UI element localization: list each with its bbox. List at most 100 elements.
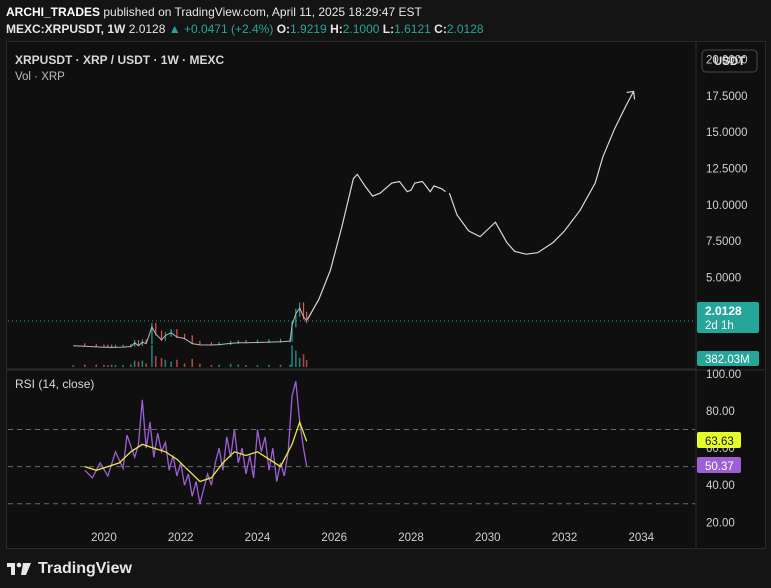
close-label: C: [434,22,447,36]
time-tick-label: 2022 [168,532,194,544]
time-tick-label: 2026 [321,532,347,544]
price-axis: 2.50005.00007.500010.000012.500015.00001… [706,54,748,320]
volume-bar [229,363,232,367]
chart-frame [6,41,766,549]
published-text: published on TradingView.com, April 11, … [103,5,422,19]
rsi-levels [8,429,695,505]
volume-bar [210,365,213,367]
close-value: 2.0128 [446,22,484,36]
volume-bar [83,364,86,367]
price-badge-value: 2.0128 [705,304,742,318]
volume-bar [289,364,291,367]
price-badge-bg [697,302,759,333]
author-name[interactable]: ARCHI_TRADES [6,5,101,19]
price-history-line [73,306,308,349]
rsi-ma-badge: 63.63 [697,432,741,448]
volume-bar [103,364,105,367]
chart-header: ARCHI_TRADES published on TradingView.co… [6,4,484,38]
volume-bar [256,365,259,367]
rsi-badge-value: 50.37 [705,461,734,473]
volume-badge: 382.03M [697,351,759,366]
low-label: L: [382,22,395,36]
rsi-tick-label: 100.00 [706,369,741,381]
rsi-ma-badge-value: 63.63 [705,436,734,448]
currency-button-box[interactable] [701,49,758,73]
time-tick-label: 2024 [245,532,271,544]
volume-bar [114,364,117,367]
volume-bar [268,364,270,367]
volume-badge-bg [697,351,759,366]
volume-legend: Vol · XRP [15,71,65,83]
rsi-tick-label: 20.00 [706,517,735,529]
volume-bar [295,350,297,367]
rsi-ma-line [84,420,308,483]
volume-bar [130,364,132,367]
volume-bar [183,363,186,367]
volume-bar [279,364,282,367]
currency-button-label[interactable]: USDT [714,56,745,68]
price-candles [84,302,308,348]
volume-bar [110,364,113,367]
footer-brand[interactable]: TradingView [38,560,132,577]
currency-button[interactable]: USDT [701,49,758,73]
volume-bar [106,365,109,367]
tradingview-logo-icon[interactable] [6,561,32,577]
high-value: 2.1000 [342,22,380,36]
volume-bar [164,359,167,367]
volume-bar [95,364,98,367]
volume-bar [133,360,136,367]
volume-bar [145,363,147,367]
symbol-label: MEXC:XRPUSDT, 1W [6,22,126,36]
volume-bar [151,345,153,367]
price-tick-label: 7.5000 [706,236,741,248]
price-change: ▲ +0.0471 (+2.4%) [168,22,274,36]
volume-bar [291,345,293,367]
ohlc-line: MEXC:XRPUSDT, 1W 2.0128 ▲ +0.0471 (+2.4%… [6,21,484,38]
low-value: 1.6121 [394,22,431,36]
volume-bar [154,356,157,367]
volume-bar [305,359,308,367]
volume-bar [176,359,178,367]
time-axis: 2020 2022 2024 2026 2028 2030 2032 2034 [91,532,655,544]
high-label: H: [330,22,343,36]
projection-drawing[interactable] [306,90,636,320]
rsi-tick-label: 40.00 [706,480,735,492]
rsi-ma-badge-bg [697,432,741,448]
time-tick-label: 2034 [628,532,654,544]
footer: TradingView [6,560,132,578]
price-badge-countdown: 2d 1h [705,320,734,332]
volume-bar [218,364,220,367]
volume-bar [141,360,144,367]
price-tick-label: 15.0000 [706,127,748,139]
rsi-series [84,381,308,504]
volume-bar [170,361,172,367]
rsi-pane-title: RSI (14, close) [15,377,94,391]
volume-badge-value: 382.03M [705,354,750,366]
volume-bar [191,358,194,367]
volume-bar [137,361,140,367]
projection-path[interactable] [448,91,635,255]
volume-bar [245,365,247,367]
volume-bars [72,345,308,367]
volume-bar [298,357,301,367]
time-tick-label: 2028 [398,532,424,544]
price-tick-label: 20.0000 [706,54,748,66]
rsi-badge-bg [697,457,741,473]
price-tick-label: 17.5000 [706,91,748,103]
price-pane-title: XRPUSDT · XRP / USDT · 1W · MEXC [15,53,224,67]
projection-path[interactable] [306,173,446,320]
projection-arrow-head[interactable] [626,90,636,100]
volume-bar [72,365,75,367]
rsi-tick-label: 80.00 [706,406,735,418]
price-tick-label: 12.5000 [706,163,748,175]
last-price: 2.0128 [128,22,166,36]
volume-bar [237,364,240,367]
publish-line: ARCHI_TRADES published on TradingView.co… [6,4,484,21]
volume-bar [160,357,163,367]
volume-bar [302,354,305,367]
open-label: O: [276,22,291,36]
price-badge: 2.0128 2d 1h [697,302,759,333]
price-tick-label: 10.0000 [706,200,748,212]
